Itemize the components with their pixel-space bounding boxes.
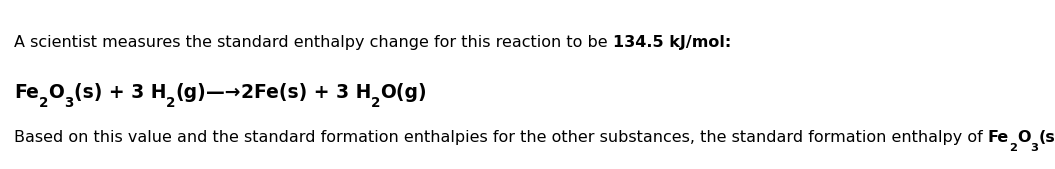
Text: (s): (s) [1038,130,1055,145]
Text: 134.5 kJ/mol:: 134.5 kJ/mol: [613,35,731,50]
Text: 2: 2 [371,96,381,110]
Text: 2Fe(s) + 3 H: 2Fe(s) + 3 H [241,83,371,102]
Text: O(g): O(g) [381,83,427,102]
Text: Fe: Fe [987,130,1010,145]
Text: 2: 2 [39,96,49,110]
Text: 2: 2 [1010,143,1017,153]
Text: 2: 2 [166,96,175,110]
Text: O: O [1017,130,1031,145]
Text: 3: 3 [1031,143,1038,153]
Text: —→: —→ [206,83,241,102]
Text: O: O [49,83,64,102]
Text: (g): (g) [175,83,206,102]
Text: (s) + 3 H: (s) + 3 H [74,83,166,102]
Text: Based on this value and the standard formation enthalpies for the other substanc: Based on this value and the standard for… [14,130,987,145]
Text: Fe: Fe [14,83,39,102]
Text: A scientist measures the standard enthalpy change for this reaction to be: A scientist measures the standard enthal… [14,35,613,50]
Text: 3: 3 [64,96,74,110]
